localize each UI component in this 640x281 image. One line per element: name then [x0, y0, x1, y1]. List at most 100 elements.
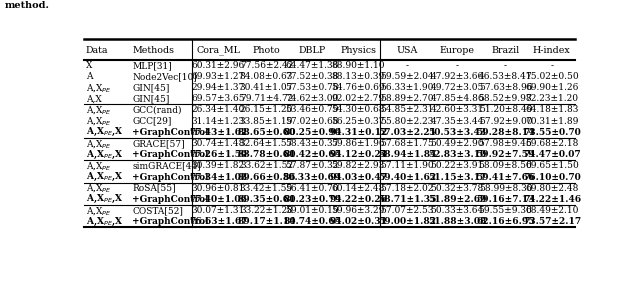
Text: 51.15±3.17: 51.15±3.17 [428, 173, 486, 182]
Text: 54.76±0.69: 54.76±0.69 [332, 83, 385, 92]
Text: 51.89±2.69: 51.89±2.69 [428, 195, 486, 204]
Text: 88.90±1.10: 88.90±1.10 [332, 61, 385, 70]
Text: +GraphControl: +GraphControl [132, 150, 209, 159]
Text: 50.33±3.64: 50.33±3.64 [431, 206, 484, 215]
Text: 70.31±1.89: 70.31±1.89 [525, 117, 579, 126]
Text: A,X$_{PE}$,X: A,X$_{PE}$,X [86, 193, 124, 205]
Text: 59.55±9.30: 59.55±9.30 [479, 206, 532, 215]
Text: 64.47±1.36: 64.47±1.36 [285, 61, 339, 70]
Text: A,X$_{PE}$: A,X$_{PE}$ [86, 82, 111, 94]
Text: 57.11±1.90: 57.11±1.90 [380, 161, 434, 170]
Text: 89.66±0.56: 89.66±0.56 [237, 173, 296, 182]
Text: 74.22±1.46: 74.22±1.46 [523, 195, 581, 204]
Text: GIN[45]: GIN[45] [132, 94, 170, 103]
Text: 30.39±1.82: 30.39±1.82 [191, 161, 244, 170]
Text: 50.22±3.91: 50.22±3.91 [431, 161, 484, 170]
Text: 46.53±8.41: 46.53±8.41 [479, 72, 532, 81]
Text: 69.93±1.27: 69.93±1.27 [191, 72, 245, 81]
Text: 57.02±0.68: 57.02±0.68 [285, 117, 339, 126]
Text: A,X$_{PE}$: A,X$_{PE}$ [86, 115, 111, 127]
Text: 59.92±7.59: 59.92±7.59 [476, 150, 534, 159]
Text: 54.30±0.68: 54.30±0.68 [332, 105, 385, 114]
Text: H-index: H-index [533, 46, 571, 55]
Text: simGRACE[44]: simGRACE[44] [132, 161, 201, 170]
Text: 77.56±2.42: 77.56±2.42 [240, 61, 293, 70]
Text: 59.41±7.66: 59.41±7.66 [476, 173, 534, 182]
Text: 30.74±1.48: 30.74±1.48 [191, 139, 245, 148]
Text: 29.94±1.37: 29.94±1.37 [191, 83, 245, 92]
Text: 94.31±0.12: 94.31±0.12 [329, 128, 387, 137]
Text: COSTA[52]: COSTA[52] [132, 206, 183, 215]
Text: 60.31±2.96: 60.31±2.96 [191, 61, 245, 70]
Text: 69.65±1.50: 69.65±1.50 [525, 161, 579, 170]
Text: 75.02±0.50: 75.02±0.50 [525, 72, 579, 81]
Text: Photo: Photo [253, 46, 280, 55]
Text: 57.87±0.32: 57.87±0.32 [285, 161, 339, 170]
Text: 73.55±0.70: 73.55±0.70 [523, 128, 580, 137]
Text: 64.18±1.83: 64.18±1.83 [525, 105, 579, 114]
Text: Data: Data [86, 46, 108, 55]
Text: 60.14±2.48: 60.14±2.48 [332, 184, 385, 193]
Text: A,X$_{PE}$: A,X$_{PE}$ [86, 182, 111, 194]
Text: 58.89±2.70: 58.89±2.70 [380, 94, 434, 103]
Text: 57.03±2.21: 57.03±2.21 [378, 128, 436, 137]
Text: MLP[31]: MLP[31] [132, 61, 172, 70]
Text: 51.88±3.08: 51.88±3.08 [428, 217, 486, 226]
Text: 50.49±2.90: 50.49±2.90 [431, 139, 484, 148]
Text: Methods: Methods [132, 46, 174, 55]
Text: +GraphControl: +GraphControl [132, 195, 209, 204]
Text: 57.92±9.00: 57.92±9.00 [479, 117, 532, 126]
Text: 59.28±8.14: 59.28±8.14 [476, 128, 534, 137]
Text: 69.57±3.65: 69.57±3.65 [191, 94, 245, 103]
Text: method.: method. [5, 1, 50, 10]
Text: A,X$_{PE}$,X: A,X$_{PE}$,X [86, 126, 124, 138]
Text: 88.78±0.61: 88.78±0.61 [237, 150, 296, 159]
Text: 58.52±9.98: 58.52±9.98 [479, 94, 532, 103]
Text: Physics: Physics [340, 46, 376, 55]
Text: 58.71±1.35: 58.71±1.35 [378, 195, 436, 204]
Text: 77.26±1.50: 77.26±1.50 [189, 150, 247, 159]
Text: 56.33±1.90: 56.33±1.90 [380, 83, 434, 92]
Text: 33.62±1.52: 33.62±1.52 [240, 161, 293, 170]
Text: 50.32±3.78: 50.32±3.78 [431, 184, 484, 193]
Text: Brazil: Brazil [492, 46, 520, 55]
Text: 76.10±0.70: 76.10±0.70 [523, 173, 580, 182]
Text: 77.40±1.06: 77.40±1.06 [189, 195, 247, 204]
Text: A,X$_{PE}$: A,X$_{PE}$ [86, 160, 111, 172]
Text: 51.20±8.49: 51.20±8.49 [479, 105, 532, 114]
Text: 59.96±3.29: 59.96±3.29 [332, 206, 385, 215]
Text: 80.33±0.69: 80.33±0.69 [283, 173, 341, 182]
Text: 73.57±2.17: 73.57±2.17 [523, 217, 581, 226]
Text: GCC[29]: GCC[29] [132, 117, 172, 126]
Text: 57.18±2.02: 57.18±2.02 [380, 184, 434, 193]
Text: 59.00±1.82: 59.00±1.82 [378, 217, 436, 226]
Text: A,X: A,X [86, 94, 102, 103]
Text: 59.82±2.93: 59.82±2.93 [332, 161, 385, 170]
Text: +GraphControl: +GraphControl [132, 217, 209, 226]
Text: A,X$_{PE}$,X: A,X$_{PE}$,X [86, 149, 124, 161]
Text: 58.43±0.37: 58.43±0.37 [285, 139, 339, 148]
Text: 80.23±0.79: 80.23±0.79 [283, 195, 341, 204]
Text: 57.63±8.96: 57.63±8.96 [479, 83, 532, 92]
Text: X: X [86, 61, 92, 70]
Text: 58.09±8.50: 58.09±8.50 [479, 161, 532, 170]
Text: 94.12±0.24: 94.12±0.24 [329, 150, 387, 159]
Text: 74.47±0.07: 74.47±0.07 [523, 150, 580, 159]
Text: 33.42±1.59: 33.42±1.59 [240, 184, 293, 193]
Text: Europe: Europe [440, 46, 475, 55]
Text: 77.34±1.08: 77.34±1.08 [189, 173, 247, 182]
Text: A,X$_{PE}$,X: A,X$_{PE}$,X [86, 216, 124, 228]
Text: GCC(rand): GCC(rand) [132, 105, 182, 114]
Text: A,X$_{PE}$: A,X$_{PE}$ [86, 104, 111, 116]
Text: -: - [456, 61, 459, 70]
Text: 57.53±0.78: 57.53±0.78 [285, 83, 339, 92]
Text: A,X$_{PE}$,X: A,X$_{PE}$,X [86, 171, 124, 183]
Text: 47.35±3.44: 47.35±3.44 [431, 117, 484, 126]
Text: 88.65±0.60: 88.65±0.60 [237, 128, 296, 137]
Text: 84.08±0.63: 84.08±0.63 [240, 72, 293, 81]
Text: 59.59±2.04: 59.59±2.04 [380, 72, 434, 81]
Text: A,X$_{PE}$: A,X$_{PE}$ [86, 205, 111, 217]
Text: 26.34±1.40: 26.34±1.40 [191, 105, 245, 114]
Text: 47.85±4.86: 47.85±4.86 [430, 94, 484, 103]
Text: 80.42±0.65: 80.42±0.65 [283, 150, 341, 159]
